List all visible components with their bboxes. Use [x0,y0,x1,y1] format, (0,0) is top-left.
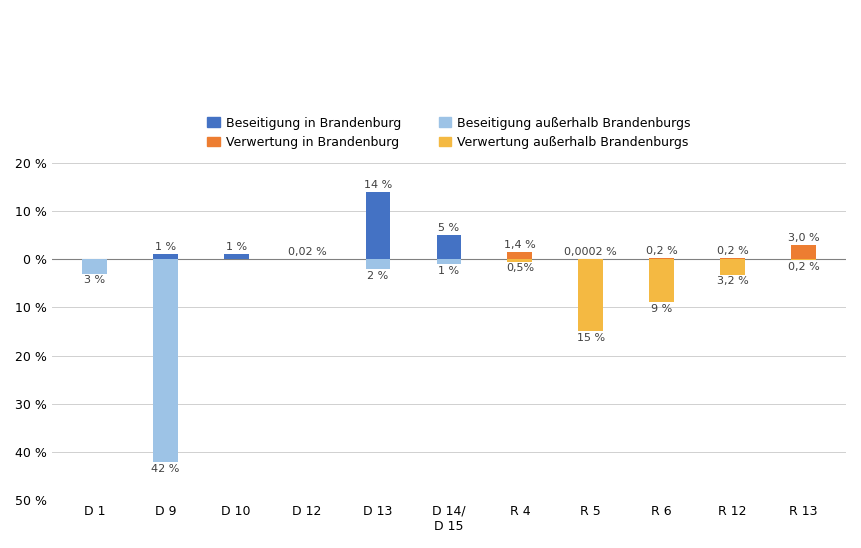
Bar [720,258,745,259]
Bar [649,259,674,302]
Text: 3,2 %: 3,2 % [716,276,748,287]
Text: 0,02 %: 0,02 % [288,247,326,257]
Text: 14 %: 14 % [364,180,392,190]
Text: 5 %: 5 % [438,223,460,233]
Text: 0,0002 %: 0,0002 % [564,247,617,257]
Text: 0,5%: 0,5% [505,264,534,273]
Text: 3 %: 3 % [84,276,105,286]
Text: 0,2 %: 0,2 % [646,246,678,256]
Text: 0,2 %: 0,2 % [788,262,820,272]
Text: 1 %: 1 % [438,266,460,276]
Bar [366,192,390,259]
Text: 9 %: 9 % [651,305,672,315]
Bar [224,254,249,259]
Bar [437,235,461,259]
Bar [82,259,107,273]
Bar [720,259,745,275]
Text: 1 %: 1 % [155,242,176,252]
Legend: Beseitigung in Brandenburg, Verwertung in Brandenburg, Beseitigung außerhalb Bra: Beseitigung in Brandenburg, Verwertung i… [202,112,696,154]
Bar [791,259,816,260]
Bar [649,258,674,259]
Text: 2 %: 2 % [368,271,388,281]
Text: 1,4 %: 1,4 % [504,241,536,250]
Text: 42 %: 42 % [152,464,179,473]
Bar [507,259,532,261]
Text: 1 %: 1 % [226,242,247,252]
Bar [791,244,816,259]
Bar [153,254,177,259]
Bar [437,259,461,264]
Bar [153,259,177,461]
Text: 15 %: 15 % [577,333,604,344]
Bar [579,259,604,332]
Bar [366,259,390,269]
Bar [507,252,532,259]
Text: 0,2 %: 0,2 % [716,246,748,256]
Text: 3,0 %: 3,0 % [788,233,820,243]
